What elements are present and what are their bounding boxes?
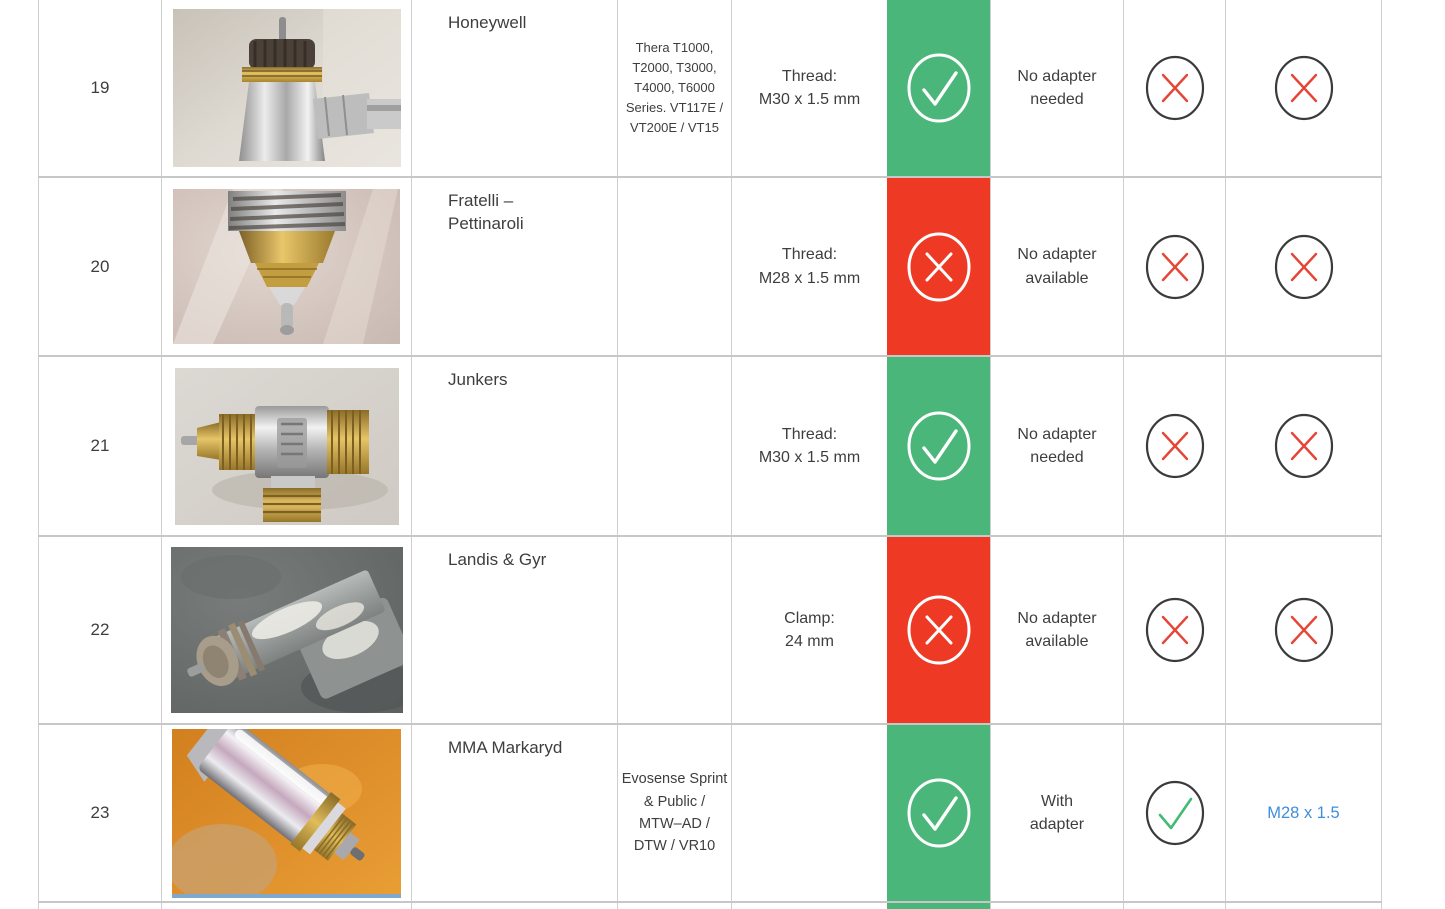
cross-circle-icon [1274,55,1333,121]
cross-circle-icon [1274,597,1333,663]
table-row: 19 [38,0,1382,178]
check-circle-icon [907,411,970,481]
compatibility-status-cell [887,725,990,901]
brand-name: Honeywell [448,13,527,32]
adapter-note: No adapter needed [1017,425,1097,466]
row-number: 20 [90,256,110,276]
compatibility-status-cell [887,357,990,535]
adapter-thread-link[interactable]: M28 x 1.5 [1267,803,1340,822]
cross-circle-icon [907,595,970,665]
connection-spec: Thread: M30 x 1.5 mm [758,425,861,466]
table-row: 23 [38,725,1382,903]
model-list: Thera T1000, T2000, T3000, T4000, T6000 … [625,39,724,136]
model-list: Evosense Sprint & Public / MTW–AD / DTW … [621,771,728,855]
row-number: 21 [90,436,110,455]
adapter-note: No adapter needed [1017,67,1097,108]
valve-photo [174,367,399,525]
adapter-note: No adapter available [1017,609,1097,650]
brand-name: Junkers [448,370,508,389]
connection-spec: Thread: M28 x 1.5 mm [758,246,861,287]
cross-circle-icon [1145,234,1204,299]
row-number: 22 [90,620,110,639]
cross-circle-icon [1145,597,1204,663]
valve-photo [172,728,401,898]
cross-circle-icon [1145,413,1204,479]
compatibility-status-cell [887,537,990,723]
cross-circle-icon [1274,413,1333,479]
cross-circle-icon [1145,55,1204,121]
row-number: 23 [90,803,110,822]
table-row: 21 [38,357,1382,537]
check-circle-icon [907,778,970,848]
valve-photo [173,189,400,344]
cross-circle-icon [907,232,970,301]
table-row-cutoff [38,903,1382,909]
table-row: 20 [38,178,1382,357]
check-circle-icon [907,53,970,123]
connection-spec: Clamp: 24 mm [784,609,835,650]
valve-compatibility-table: 19 [38,0,1382,909]
brand-name: Landis & Gyr [448,550,547,569]
compatibility-status-cell [887,0,990,176]
check-circle-icon [1145,780,1204,846]
cross-circle-icon [1274,234,1333,299]
adapter-note: With adapter [1029,792,1085,833]
connection-spec: Thread: M30 x 1.5 mm [758,67,861,108]
row-number: 19 [90,78,110,97]
valve-photo [170,547,403,713]
adapter-note: No adapter available [1017,246,1097,287]
compatibility-status-cell [887,178,990,355]
table-row: 22 [38,537,1382,725]
valve-photo [172,9,401,167]
brand-name: Fratelli – Pettinaroli [448,191,524,233]
brand-name: MMA Markaryd [448,738,563,757]
